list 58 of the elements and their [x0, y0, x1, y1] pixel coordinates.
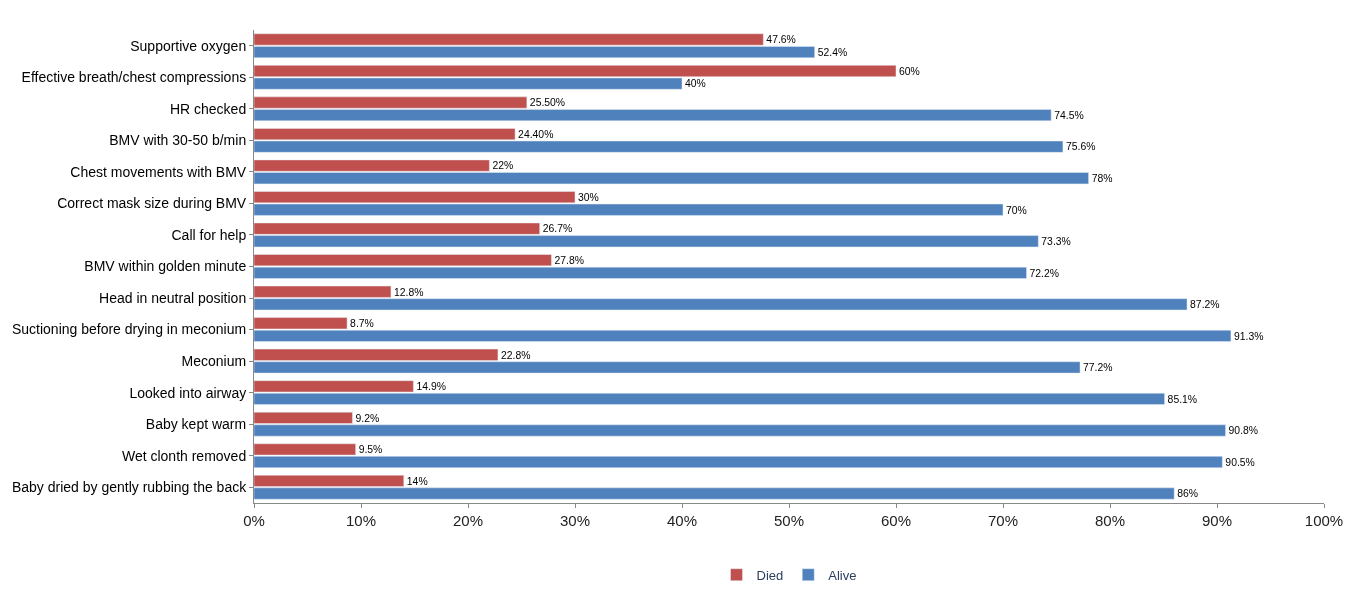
data-label: 70%: [1006, 204, 1027, 216]
x-tick-label: 80%: [1094, 512, 1126, 529]
data-label: 27.8%: [554, 254, 584, 266]
data-label: 52.4%: [817, 46, 848, 58]
data-label: 90.8%: [1228, 425, 1259, 437]
x-tick-label: 60%: [880, 512, 912, 529]
x-tick-label: 100%: [1304, 512, 1344, 529]
data-label: 30%: [578, 191, 599, 203]
y-tick-label: Head in neutral position: [99, 289, 247, 306]
data-label: 40%: [685, 78, 706, 90]
data-label: 22.8%: [500, 349, 531, 361]
data-label: 75.6%: [1065, 141, 1096, 153]
y-tick-label: BMV within golden minute: [84, 258, 247, 275]
data-label: 77.2%: [1083, 362, 1113, 374]
data-label: 22%: [492, 160, 514, 172]
y-tick-label: Wet clonth removed: [121, 447, 247, 464]
y-tick-label: Call for help: [171, 226, 247, 243]
y-tick-label: Effective breath/chest compressions: [21, 69, 247, 86]
x-tick-label: 20%: [452, 512, 484, 529]
data-label: 85.1%: [1167, 393, 1198, 405]
x-tick-label: 10%: [345, 512, 377, 529]
y-tick-label: Baby kept warm: [145, 416, 247, 433]
data-label: 47.6%: [766, 34, 796, 46]
data-label: 14%: [406, 475, 428, 487]
data-label: 25.50%: [529, 97, 566, 109]
y-tick-label: Chest movements with BMV: [70, 163, 247, 180]
data-label: 9.5%: [358, 444, 383, 456]
x-tick-label: 40%: [666, 512, 698, 529]
x-tick-label: 0%: [243, 512, 265, 529]
y-tick-label: Looked into airway: [129, 384, 247, 401]
data-label: 91.3%: [1233, 330, 1264, 342]
y-tick-label: Supportive oxygen: [130, 37, 247, 54]
data-label: 74.5%: [1054, 109, 1084, 121]
x-tick-label: 90%: [1201, 512, 1233, 529]
y-tick-label: HR checked: [169, 100, 247, 117]
y-tick-label: Correct mask size during BMV: [57, 195, 247, 212]
data-label: 72.2%: [1029, 267, 1060, 279]
data-label: 8.7%: [350, 318, 374, 330]
x-tick-label: 50%: [773, 512, 805, 529]
data-label: 60%: [899, 65, 920, 77]
y-tick-label: Suctioning before drying in meconium: [11, 321, 247, 338]
data-label: 24.40%: [518, 128, 554, 140]
y-tick-label: Meconium: [181, 353, 247, 369]
data-label: 90.5%: [1225, 456, 1255, 468]
legend-label: Alive: [828, 567, 857, 583]
data-label: 86%: [1177, 488, 1199, 500]
data-label: 87.2%: [1190, 299, 1220, 311]
y-tick-label: Baby dried by gently rubbing the back: [11, 479, 248, 496]
x-tick-label: 70%: [987, 512, 1019, 529]
data-label: 26.7%: [542, 223, 573, 235]
data-label: 78%: [1091, 172, 1113, 184]
data-label: 9.2%: [355, 412, 380, 424]
legend-label: Died: [756, 567, 784, 583]
y-tick-label: BMV with 30-50 b/min: [109, 132, 247, 149]
data-label: 14.9%: [416, 381, 446, 393]
data-label: 12.8%: [393, 286, 424, 298]
data-label: 73.3%: [1041, 236, 1071, 248]
x-tick-label: 30%: [559, 512, 591, 529]
